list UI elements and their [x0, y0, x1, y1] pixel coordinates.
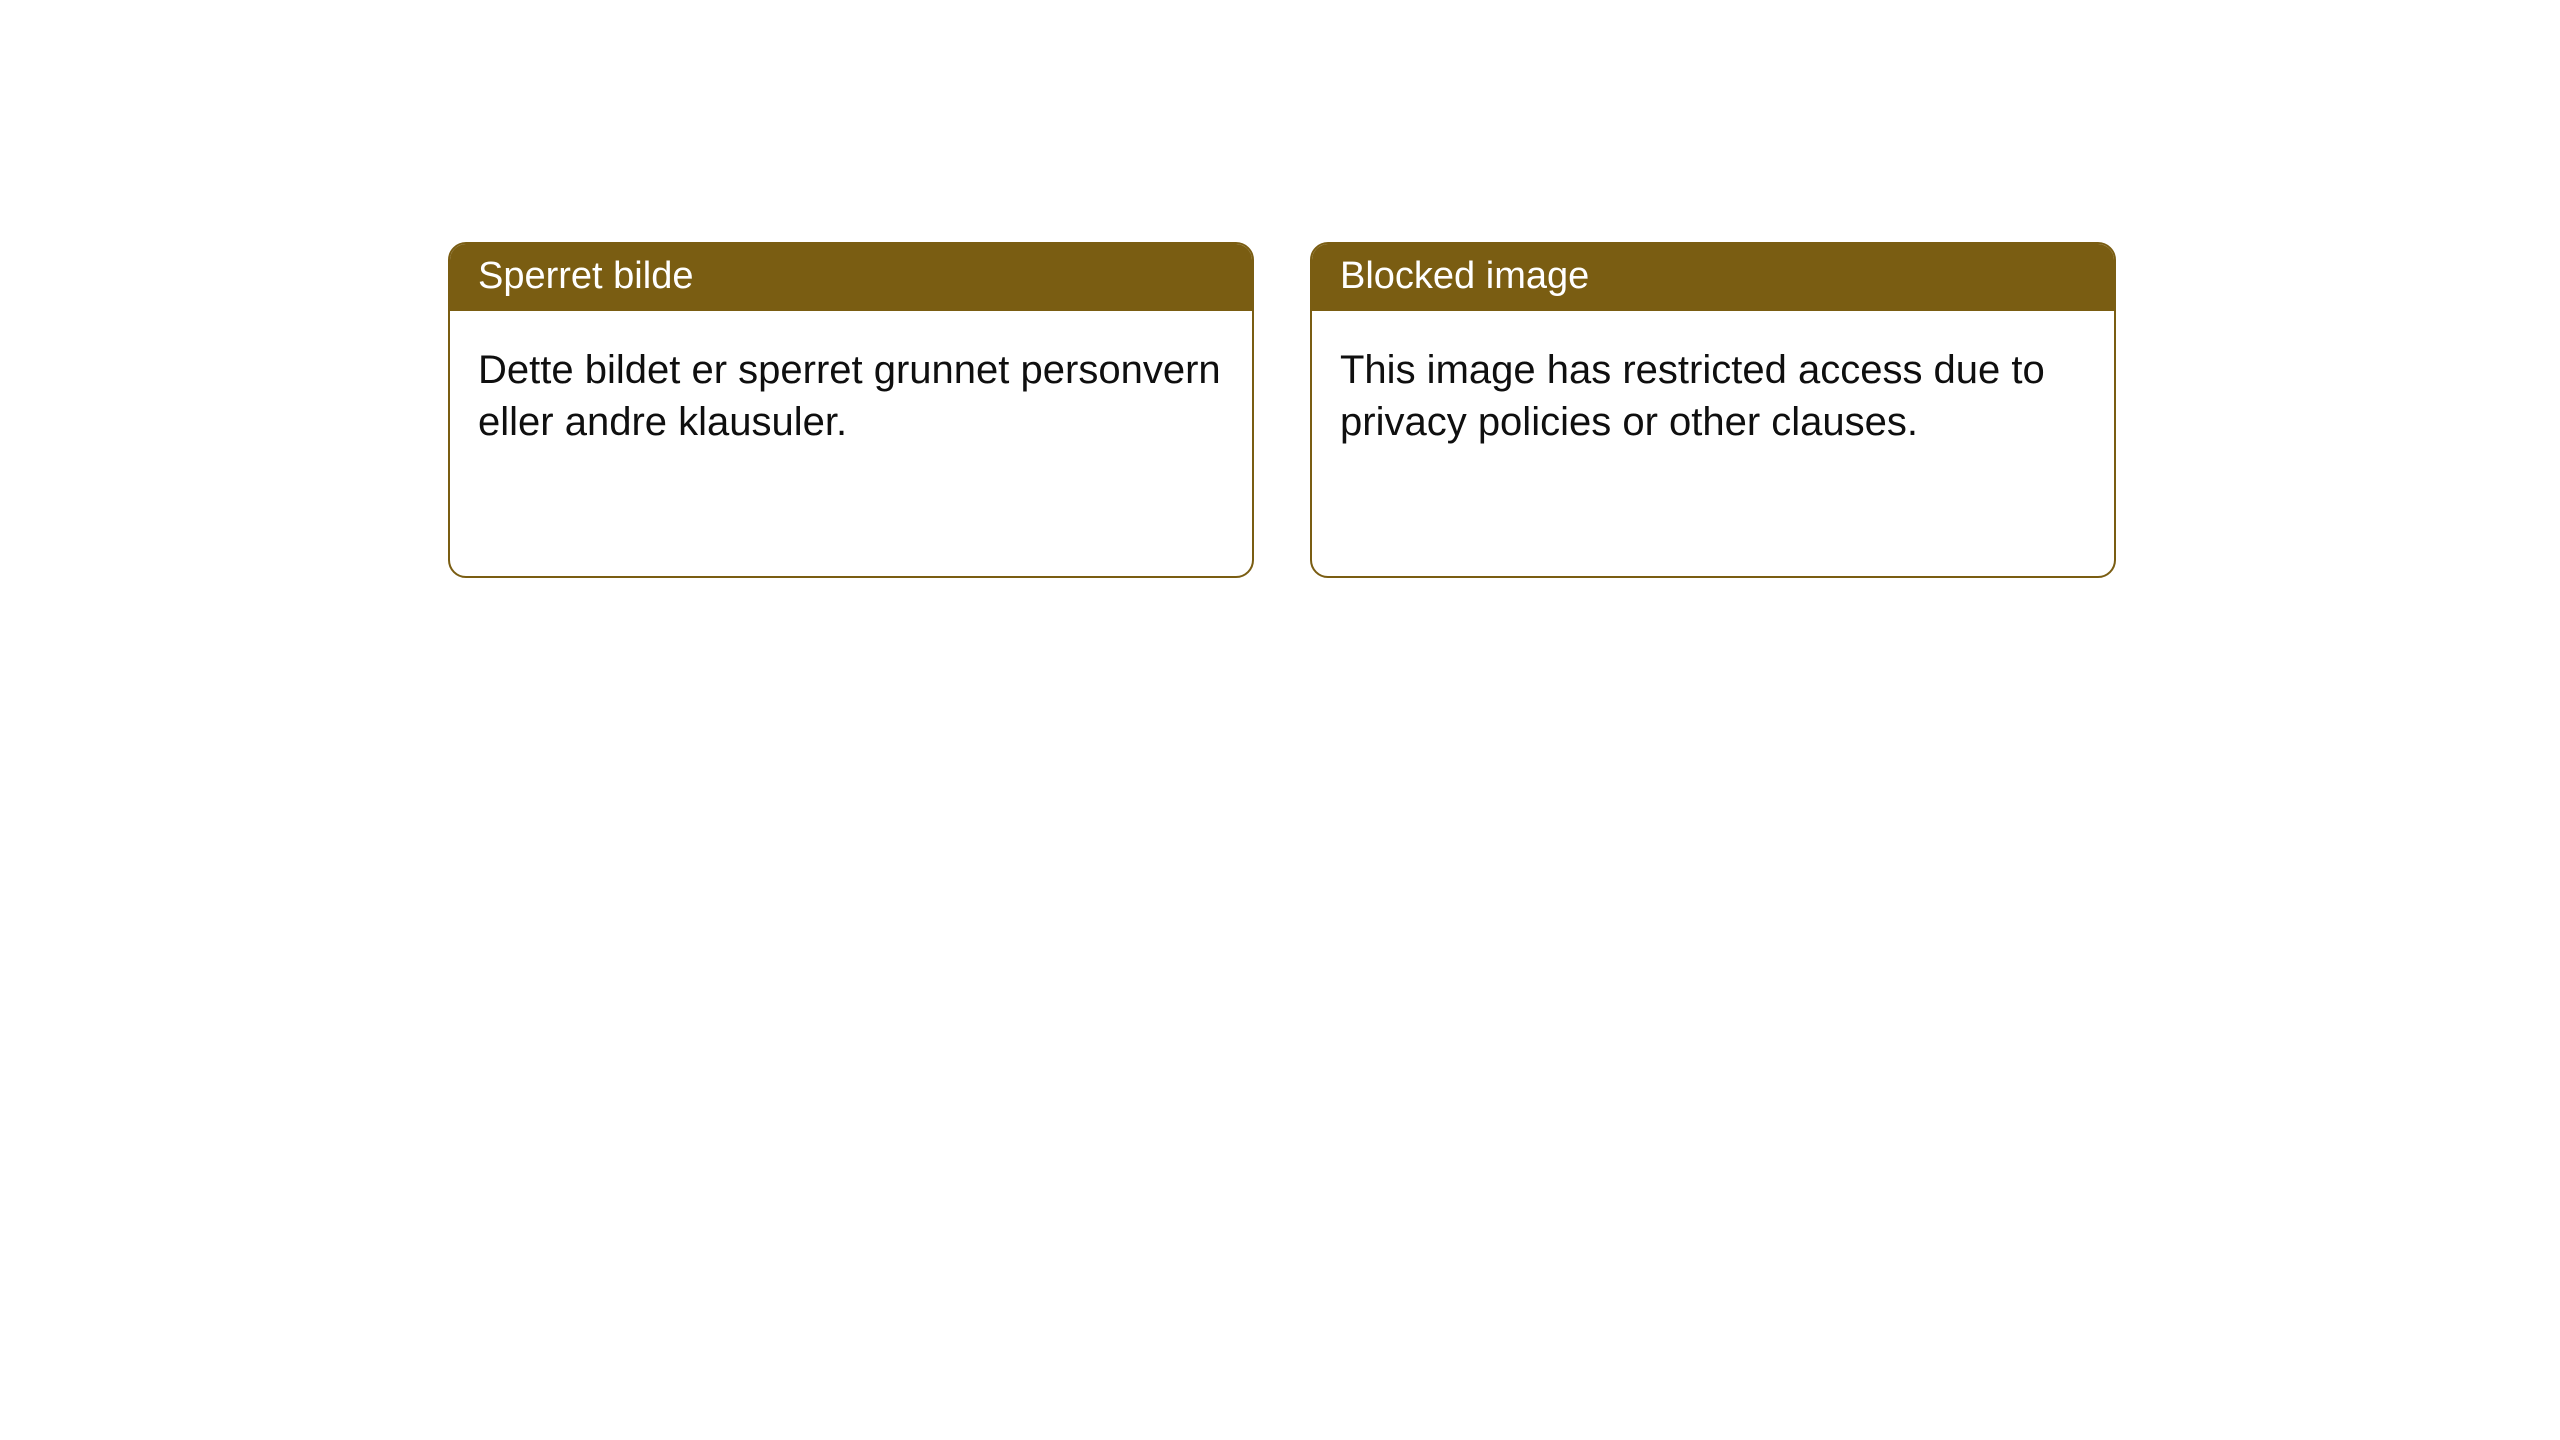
notice-box-no: Sperret bilde Dette bildet er sperret gr… [448, 242, 1254, 578]
notice-header-en: Blocked image [1312, 244, 2114, 311]
notice-box-en: Blocked image This image has restricted … [1310, 242, 2116, 578]
notice-container: Sperret bilde Dette bildet er sperret gr… [0, 0, 2560, 578]
notice-header-no: Sperret bilde [450, 244, 1252, 311]
notice-body-en: This image has restricted access due to … [1312, 311, 2114, 475]
notice-body-no: Dette bildet er sperret grunnet personve… [450, 311, 1252, 475]
